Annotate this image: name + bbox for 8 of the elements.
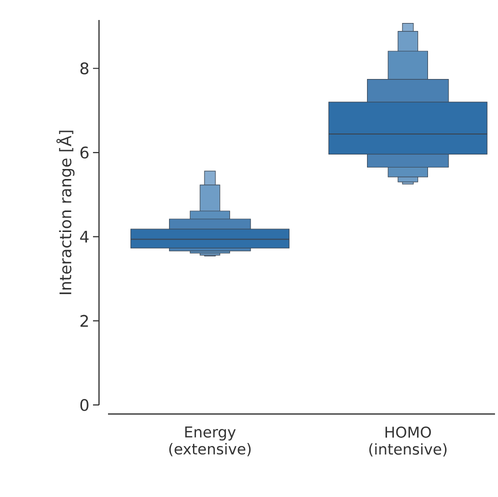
x-tick-label: Energy (extensive): [169, 426, 251, 456]
y-axis-title: Interaction range [Å]: [56, 130, 74, 294]
y-tick-label: 2: [80, 314, 88, 327]
y-tick-label: 8: [80, 62, 88, 74]
y-tick-label: 4: [80, 230, 89, 242]
y-tick-label: 0: [80, 398, 88, 412]
x-tick-label: HOMO (intensive): [369, 426, 447, 456]
y-tick-label: 6: [80, 146, 88, 159]
